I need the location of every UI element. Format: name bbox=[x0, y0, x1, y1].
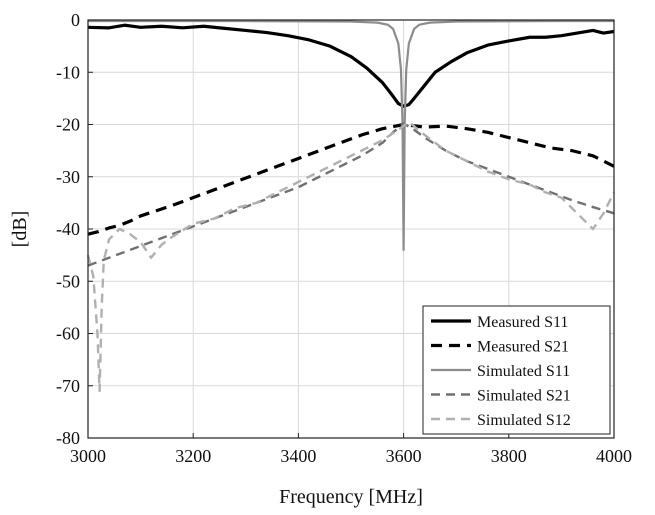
y-tick-label: -30 bbox=[56, 167, 80, 187]
y-tick-label: 0 bbox=[71, 10, 80, 30]
x-axis-ticks: 3000 3200 3400 3600 3800 4000 bbox=[70, 433, 632, 466]
y-tick-label: -50 bbox=[56, 271, 80, 291]
x-tick-label: 3200 bbox=[175, 446, 211, 466]
legend-label: Simulated S11 bbox=[477, 363, 570, 380]
x-tick-label: 3000 bbox=[70, 446, 106, 466]
legend: Measured S11 Measured S21 Simulated S11 Sim… bbox=[422, 305, 611, 435]
x-axis-label: Frequency [MHz] bbox=[279, 486, 423, 508]
plot-series bbox=[86, 19, 616, 393]
series-line-measured-s11 bbox=[87, 23, 615, 108]
legend-label: Simulated S21 bbox=[477, 388, 571, 405]
series-line-simulated-s11 bbox=[88, 19, 614, 251]
x-tick-label: 3400 bbox=[280, 446, 316, 466]
legend-label: Simulated S12 bbox=[477, 412, 571, 429]
legend-label: Measured S21 bbox=[477, 339, 569, 356]
y-tick-label: -70 bbox=[56, 376, 80, 396]
series-line-simulated-s21 bbox=[87, 122, 615, 267]
x-tick-label: 3600 bbox=[386, 446, 422, 466]
y-tick-label: -80 bbox=[56, 428, 80, 448]
x-tick-label: 3800 bbox=[491, 446, 527, 466]
series-line-measured-s21 bbox=[87, 122, 615, 236]
legend-label: Measured S11 bbox=[477, 314, 568, 331]
y-tick-label: -20 bbox=[56, 115, 80, 135]
y-tick-label: -10 bbox=[56, 62, 80, 82]
y-tick-label: -60 bbox=[56, 324, 80, 344]
y-axis-ticks: 0 -10 -20 -30 -40 -50 -60 -70 -80 bbox=[56, 10, 93, 448]
x-tick-label: 4000 bbox=[596, 446, 632, 466]
series-line-simulated-s12 bbox=[86, 120, 616, 393]
y-tick-label: -40 bbox=[56, 219, 80, 239]
y-axis-label: [dB] bbox=[9, 211, 31, 248]
